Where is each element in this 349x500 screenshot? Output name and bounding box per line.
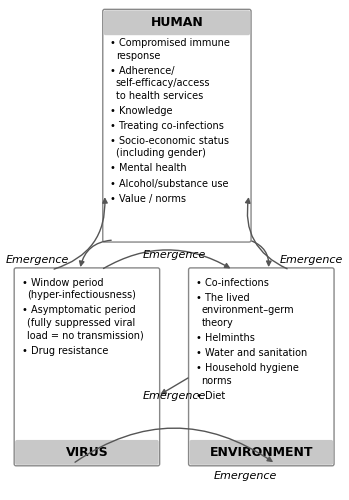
Text: to health services: to health services bbox=[116, 91, 203, 101]
Text: Emergence: Emergence bbox=[6, 255, 69, 265]
Text: load = no transmission): load = no transmission) bbox=[27, 330, 144, 340]
Text: (fully suppressed viral: (fully suppressed viral bbox=[27, 318, 135, 328]
Text: environment–germ: environment–germ bbox=[202, 306, 294, 316]
Text: self-efficacy/access: self-efficacy/access bbox=[116, 78, 210, 88]
Text: HUMAN: HUMAN bbox=[150, 16, 203, 29]
Text: • Treating co-infections: • Treating co-infections bbox=[110, 121, 224, 131]
Text: Emergence: Emergence bbox=[213, 470, 277, 480]
Text: theory: theory bbox=[202, 318, 233, 328]
FancyBboxPatch shape bbox=[190, 440, 333, 465]
Text: • Helminths: • Helminths bbox=[196, 333, 255, 343]
Text: • Value / norms: • Value / norms bbox=[110, 194, 186, 203]
Text: • The lived: • The lived bbox=[196, 293, 250, 303]
FancyBboxPatch shape bbox=[104, 10, 250, 35]
FancyBboxPatch shape bbox=[14, 268, 159, 466]
Text: (including gender): (including gender) bbox=[116, 148, 206, 158]
Text: • Asymptomatic period: • Asymptomatic period bbox=[22, 306, 135, 316]
Text: • Mental health: • Mental health bbox=[110, 164, 187, 173]
Text: • Knowledge: • Knowledge bbox=[110, 106, 173, 116]
Text: Emergence: Emergence bbox=[280, 255, 343, 265]
Text: • Diet: • Diet bbox=[196, 390, 225, 400]
Text: Emergence: Emergence bbox=[142, 250, 206, 260]
Text: Emergence: Emergence bbox=[142, 391, 206, 401]
Text: • Socio-economic status: • Socio-economic status bbox=[110, 136, 229, 146]
FancyBboxPatch shape bbox=[188, 268, 334, 466]
Text: VIRUS: VIRUS bbox=[66, 446, 108, 460]
Text: response: response bbox=[116, 50, 160, 60]
Text: norms: norms bbox=[202, 376, 232, 386]
Text: • Co-infections: • Co-infections bbox=[196, 278, 269, 288]
Text: ENVIRONMENT: ENVIRONMENT bbox=[209, 446, 313, 460]
Text: • Window period: • Window period bbox=[22, 278, 103, 288]
Text: • Compromised immune: • Compromised immune bbox=[110, 38, 230, 48]
Text: • Household hygiene: • Household hygiene bbox=[196, 363, 299, 373]
FancyBboxPatch shape bbox=[15, 440, 159, 465]
FancyBboxPatch shape bbox=[103, 10, 251, 242]
Text: (hyper-infectiousness): (hyper-infectiousness) bbox=[27, 290, 136, 300]
Text: • Adherence/: • Adherence/ bbox=[110, 66, 175, 76]
Text: • Alcohol/substance use: • Alcohol/substance use bbox=[110, 178, 229, 188]
Text: • Drug resistance: • Drug resistance bbox=[22, 346, 108, 356]
Text: • Water and sanitation: • Water and sanitation bbox=[196, 348, 307, 358]
